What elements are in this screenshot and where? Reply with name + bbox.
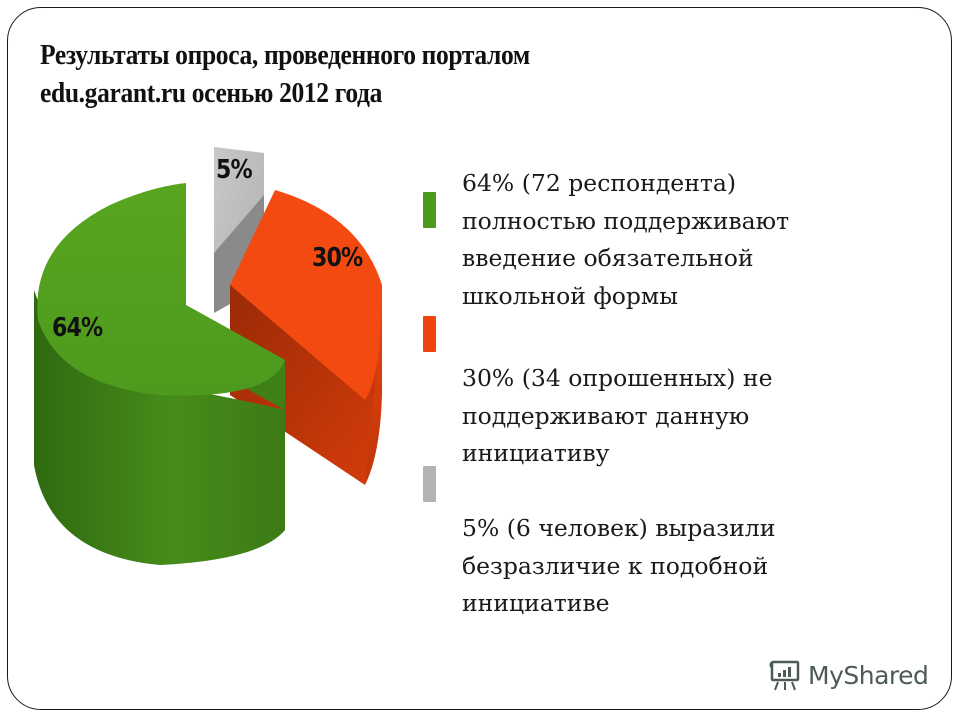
legend-line: введение обязательной — [462, 244, 754, 272]
legend-line: 64% (72 респондента) — [462, 169, 737, 197]
legend-line: 30% (34 опрошенных) не — [462, 364, 773, 392]
slice-label-5: 5% — [216, 155, 253, 185]
legend-marker-gray — [423, 466, 436, 502]
pie-chart: 5% 30% 64% — [20, 135, 410, 575]
slice-label-30: 30% — [312, 243, 363, 273]
title-line-2: edu.garant.ru осенью 2012 года — [40, 77, 382, 109]
legend-line: инициативе — [462, 589, 610, 617]
title-line-1: Результаты опроса, проведенного порталом — [40, 39, 530, 71]
legend-text-oppose: 30% (34 опрошенных) не поддерживают данн… — [462, 360, 773, 473]
legend-line: 5% (6 человек) выразили — [462, 514, 776, 542]
presentation-board-icon — [769, 660, 800, 691]
legend-marker-red — [423, 316, 436, 352]
slice-30-percent — [230, 190, 382, 485]
legend-line: школьной формы — [462, 281, 678, 310]
slide-title: Результаты опроса, проведенного порталом… — [40, 36, 709, 112]
myshared-watermark[interactable]: MyShared — [768, 655, 929, 695]
legend-line: полностью поддерживают — [462, 206, 790, 235]
legend-line: инициативу — [462, 439, 610, 467]
slice-64-percent — [34, 183, 285, 565]
pie-chart-graphic — [34, 147, 382, 565]
legend-text-indifferent: 5% (6 человек) выразили безразличие к по… — [462, 510, 775, 623]
legend-text-support: 64% (72 респондента) полностью поддержив… — [462, 165, 789, 315]
legend-line: поддерживают данную — [462, 401, 750, 430]
legend-line: безразличие к подобной — [462, 551, 769, 580]
legend-marker-green — [423, 192, 436, 228]
watermark-text: MyShared — [808, 660, 929, 690]
slice-label-64: 64% — [52, 313, 103, 343]
